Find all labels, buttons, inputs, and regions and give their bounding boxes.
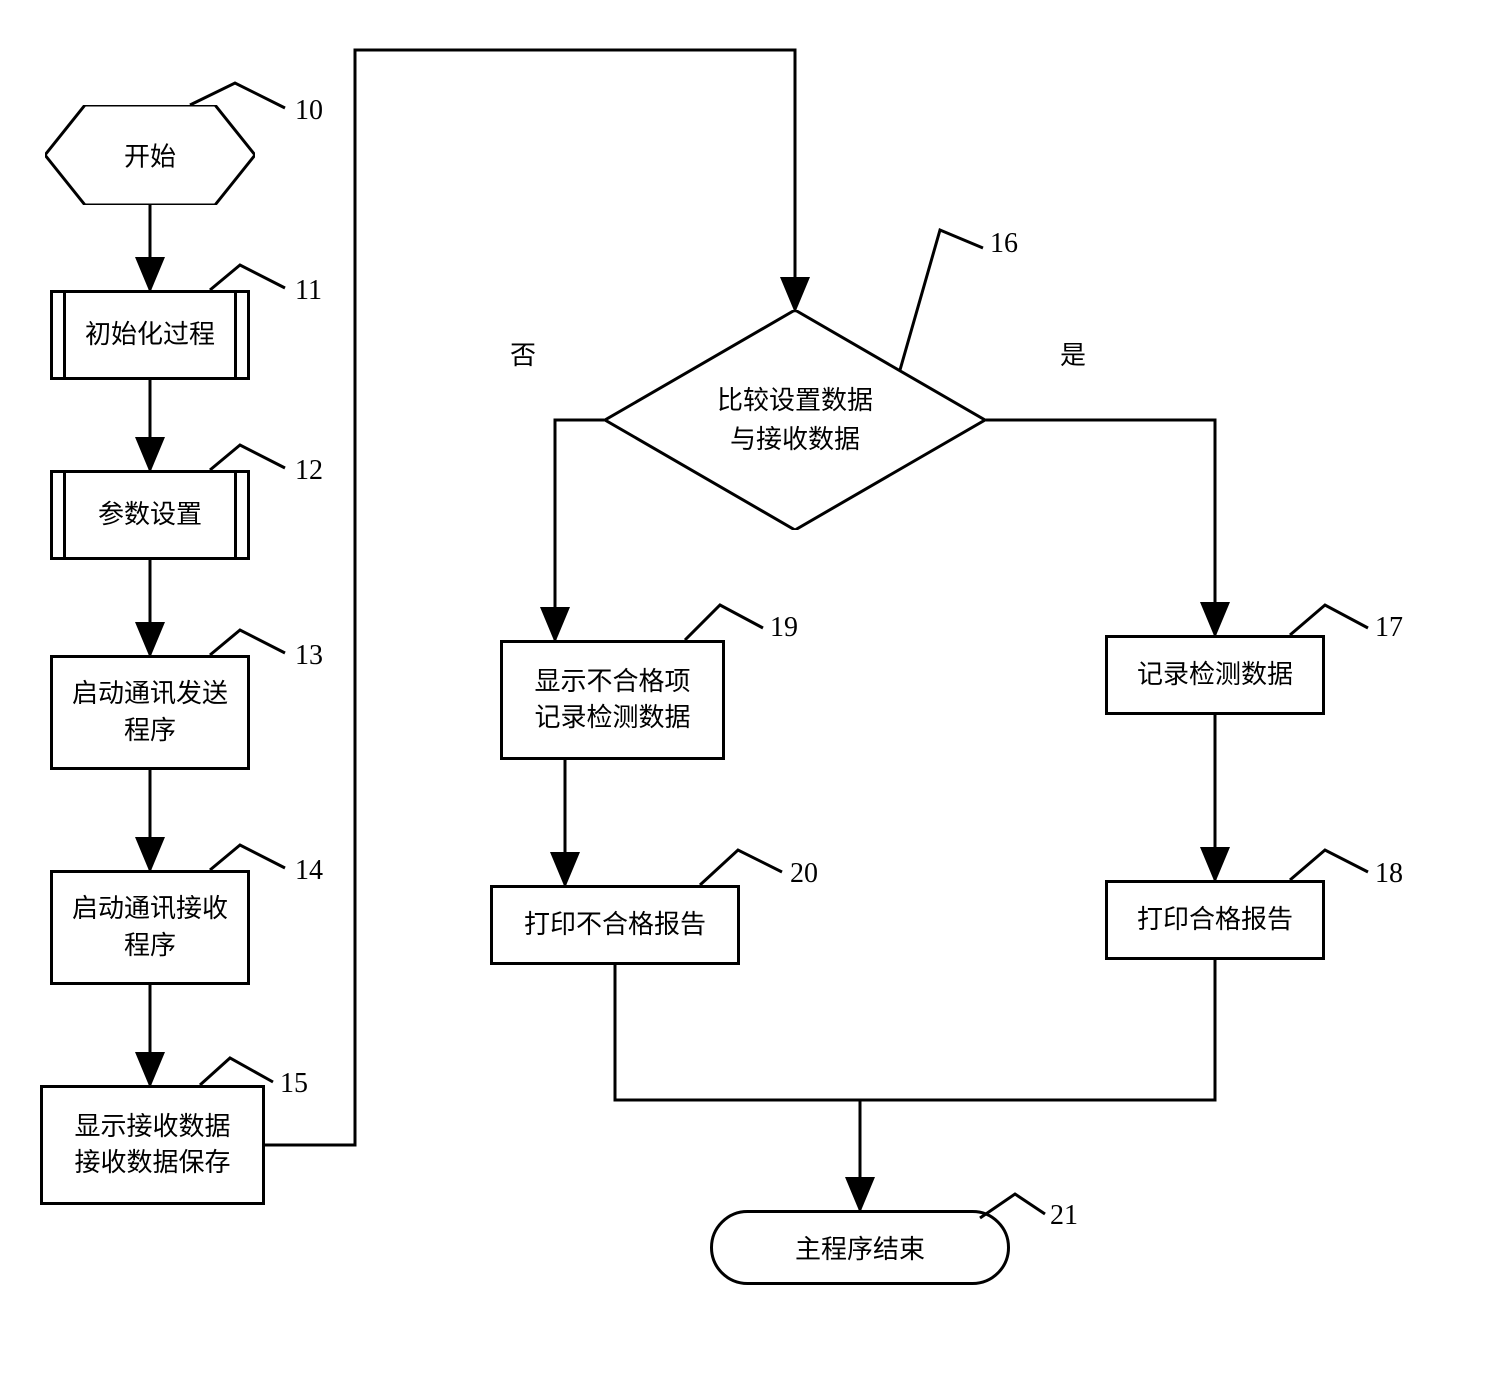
label-13: 13 [295,640,323,672]
label-20: 20 [790,858,818,890]
label-12: 12 [295,455,323,487]
print-ok-label: 打印合格报告 [1137,902,1293,938]
params-label: 参数设置 [98,497,202,533]
record-ok-label: 记录检测数据 [1137,657,1293,693]
label-11: 11 [295,275,322,307]
node-record-ok: 记录检测数据 [1105,635,1325,715]
record-ng-label: 显示不合格项 记录检测数据 [534,664,690,737]
label-15: 15 [280,1068,308,1100]
recv-label: 启动通讯接收 程序 [72,891,228,964]
node-send: 启动通讯发送 程序 [50,655,250,770]
start-label: 开始 [45,137,255,174]
label-19: 19 [770,612,798,644]
end-label: 主程序结束 [795,1229,925,1266]
label-10: 10 [295,95,323,127]
label-17: 17 [1375,612,1403,644]
send-label: 启动通讯发送 程序 [72,676,228,749]
node-print-ok: 打印合格报告 [1105,880,1325,960]
node-display: 显示接收数据 接收数据保存 [40,1085,265,1205]
node-print-ng: 打印不合格报告 [490,885,740,965]
branch-no: 否 [510,335,536,372]
node-start: 开始 [45,105,255,205]
label-14: 14 [295,855,323,887]
node-init: 初始化过程 [50,290,250,380]
print-ng-label: 打印不合格报告 [524,907,706,943]
node-params: 参数设置 [50,470,250,560]
node-recv: 启动通讯接收 程序 [50,870,250,985]
init-label: 初始化过程 [85,317,215,353]
compare-label: 比较设置数据 与接收数据 [605,381,985,459]
label-16: 16 [990,228,1018,260]
node-compare: 比较设置数据 与接收数据 [605,310,985,530]
branch-yes: 是 [1060,335,1086,372]
display-label: 显示接收数据 接收数据保存 [74,1109,230,1182]
label-18: 18 [1375,858,1403,890]
node-end: 主程序结束 [710,1210,1010,1285]
node-record-ng: 显示不合格项 记录检测数据 [500,640,725,760]
label-21: 21 [1050,1200,1078,1232]
